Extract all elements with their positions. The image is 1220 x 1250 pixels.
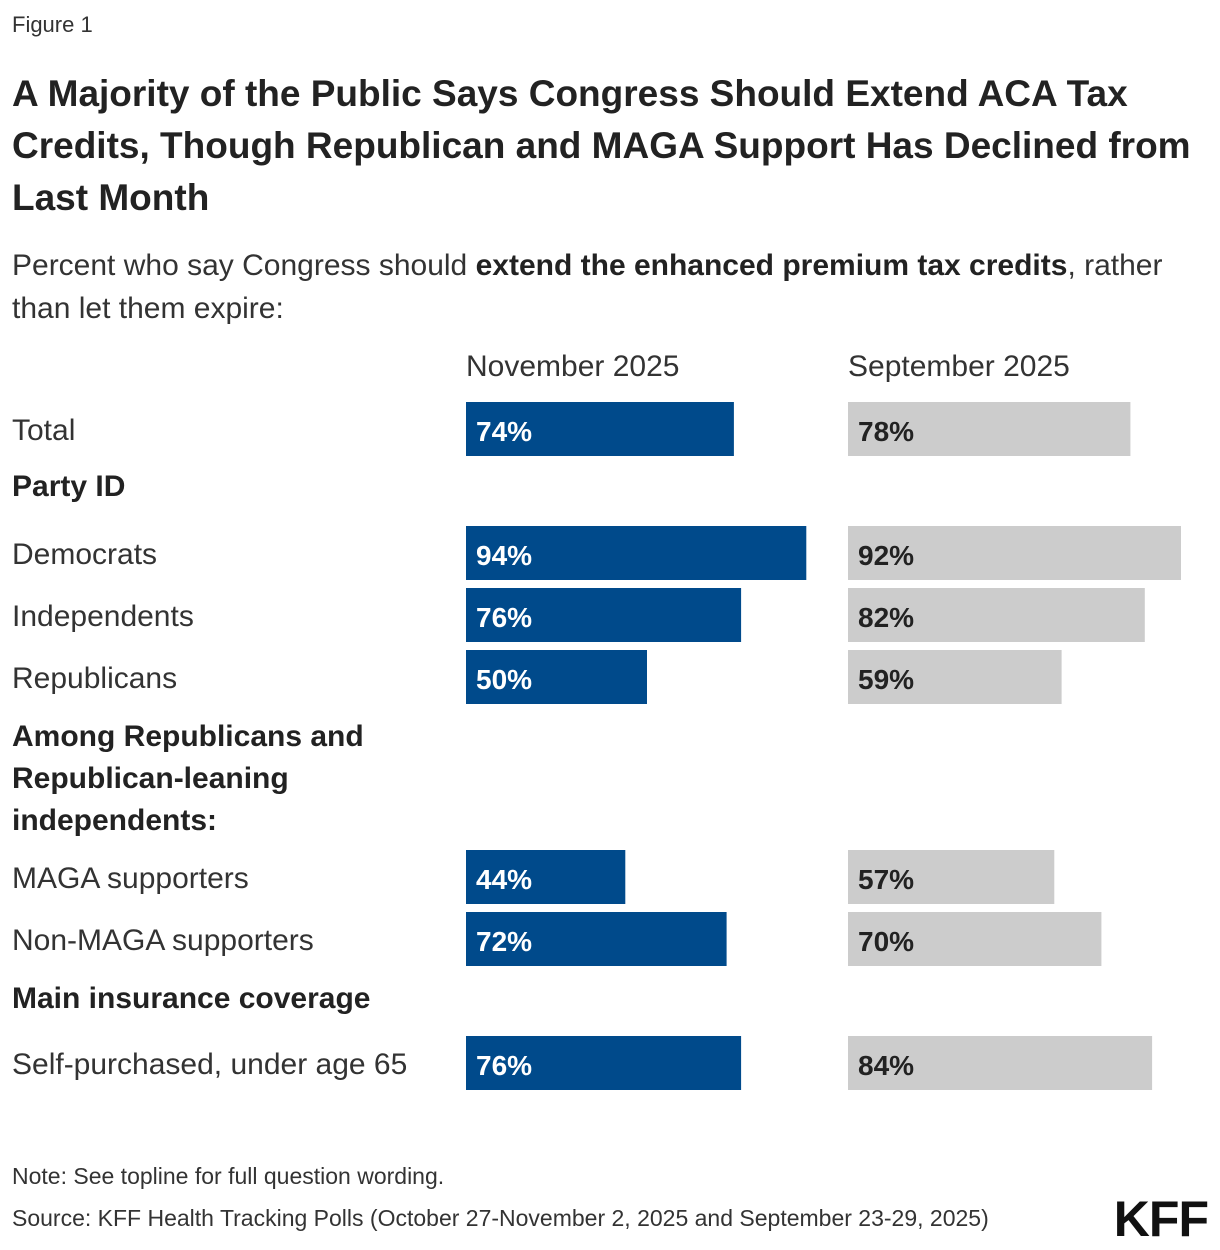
group-header-party-id: Party ID [12, 470, 125, 503]
row-label-total: Total [12, 414, 75, 447]
bar-chart: Total 74% 78% Party ID Democrats 94% 92% Indepe… [12, 402, 1181, 1090]
kff-logo: KFF [1113, 1191, 1209, 1247]
chart-title: A Majority of the Public Says Congress S… [12, 73, 1191, 218]
bar-label-november-total: 74% [476, 416, 532, 447]
bar-november-non-maga-supporters [466, 912, 727, 966]
series-header-november: November 2025 [466, 350, 680, 383]
bar-november-total [466, 402, 734, 456]
group-header-among-republicans-and-republican-leaning-independents: Among Republicans and Republican-leaning i… [12, 720, 364, 837]
bar-label-september-maga-supporters: 57% [858, 864, 914, 895]
bar-label-september-republicans: 59% [858, 664, 914, 695]
bar-label-november-non-maga-supporters: 72% [476, 926, 532, 957]
bar-september-non-maga-supporters [848, 912, 1102, 966]
bar-label-september-self-purchased-under-age-65: 84% [858, 1050, 914, 1081]
group-header-main-insurance-coverage: Main insurance coverage [12, 982, 370, 1015]
bar-november-republicans [466, 650, 647, 704]
series-header-september: September 2025 [848, 350, 1070, 383]
bar-label-november-maga-supporters: 44% [476, 864, 532, 895]
bar-label-september-independents: 82% [858, 602, 914, 633]
bar-november-independents [466, 588, 742, 642]
row-label-democrats: Democrats [12, 538, 157, 571]
row-label-non-maga-supporters: Non-MAGA supporters [12, 924, 314, 957]
bar-september-self-purchased-under-age-65 [848, 1036, 1153, 1090]
bar-september-republicans [848, 650, 1062, 704]
subtitle-text-before: Percent who say Congress should [12, 249, 476, 282]
chart-subtitle: Percent who say Congress should extend t… [12, 244, 1208, 330]
figure-label: Figure 1 [12, 12, 93, 37]
bar-label-november-self-purchased-under-age-65: 76% [476, 1050, 532, 1081]
bar-september-democrats [848, 526, 1181, 580]
row-label-maga-supporters: MAGA supporters [12, 862, 249, 895]
row-label-republicans: Republicans [12, 662, 177, 695]
bar-september-total [848, 402, 1131, 456]
bar-november-democrats [466, 526, 807, 580]
bar-label-november-independents: 76% [476, 602, 532, 633]
bar-september-maga-supporters [848, 850, 1055, 904]
bar-label-september-democrats: 92% [858, 540, 914, 571]
row-label-self-purchased-under-age-65: Self-purchased, under age 65 [12, 1048, 407, 1081]
subtitle-text-bold: extend the enhanced premium tax credits [475, 249, 1068, 282]
bar-november-self-purchased-under-age-65 [466, 1036, 742, 1090]
chart-source: Source: KFF Health Tracking Polls (Octob… [12, 1205, 989, 1231]
bar-label-september-non-maga-supporters: 70% [858, 926, 914, 957]
bar-november-maga-supporters [466, 850, 626, 904]
bar-label-november-republicans: 50% [476, 664, 532, 695]
bar-label-september-total: 78% [858, 416, 914, 447]
bar-september-independents [848, 588, 1145, 642]
chart-note: Note: See topline for full question word… [12, 1163, 445, 1189]
row-label-independents: Independents [12, 600, 194, 633]
subtitle-text-after: , rather than let them expire: [12, 249, 1163, 325]
bar-label-november-democrats: 94% [476, 540, 532, 571]
